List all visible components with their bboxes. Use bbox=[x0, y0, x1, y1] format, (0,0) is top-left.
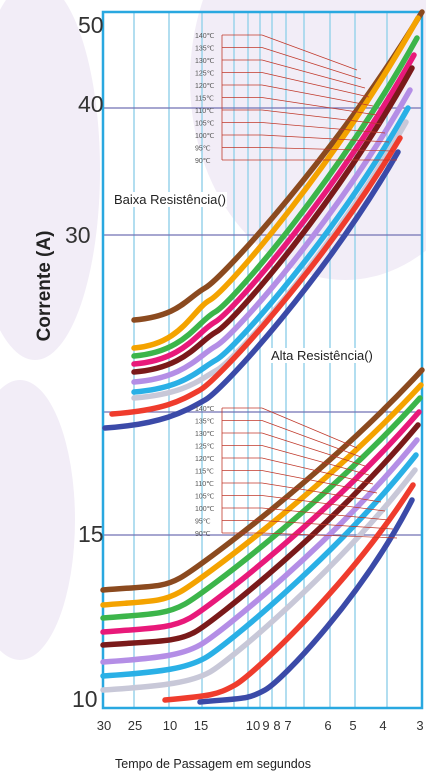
high-legend-leader bbox=[261, 470, 378, 494]
series-line-9 bbox=[197, 497, 415, 705]
series-line-3 bbox=[100, 409, 422, 635]
plot-frame bbox=[101, 10, 424, 710]
low-resistance-label: Baixa Resistência() bbox=[113, 192, 227, 207]
series-line-4 bbox=[131, 65, 415, 375]
low-legend-leader bbox=[261, 97, 378, 116]
high-legend-label: 135℃ bbox=[195, 419, 215, 426]
x-axis-title: Tempo de Passagem em segundos bbox=[115, 757, 311, 771]
high-legend-leader bbox=[261, 532, 398, 539]
high-legend-label: 130℃ bbox=[195, 431, 215, 438]
low-legend-leader bbox=[261, 34, 358, 71]
series-line-8 bbox=[162, 482, 416, 703]
high-legend-label: 95℃ bbox=[195, 519, 211, 526]
y-axis-title: Corrente (A) bbox=[34, 230, 55, 342]
series-line-1 bbox=[131, 15, 421, 351]
x-tick-25: 25 bbox=[127, 718, 143, 733]
high-legend-leader bbox=[261, 420, 362, 458]
low-legend-leader bbox=[261, 134, 390, 143]
x-tick-4: 4 bbox=[379, 718, 387, 733]
series-line-5 bbox=[100, 437, 420, 665]
high-legend-leader bbox=[261, 457, 374, 485]
high-legend-label: 125℃ bbox=[195, 444, 215, 451]
series-line-9 bbox=[102, 149, 401, 431]
low-legend-label: 140℃ bbox=[195, 33, 215, 40]
series-line-1 bbox=[100, 382, 424, 608]
low-legend-label: 125℃ bbox=[195, 71, 215, 78]
y-tick-30: 30 bbox=[65, 222, 91, 248]
low-legend-label: 90℃ bbox=[195, 158, 211, 165]
high-legend-label: 115℃ bbox=[195, 469, 214, 476]
x-tick-6: 6 bbox=[324, 718, 332, 733]
series-line-0 bbox=[131, 9, 425, 323]
high-legend-label: 140℃ bbox=[195, 406, 215, 413]
high-legend-leader bbox=[261, 507, 390, 521]
low-legend-label: 105℃ bbox=[195, 121, 215, 128]
low-legend-leader bbox=[261, 47, 362, 80]
x-tick-10b: 10 bbox=[245, 718, 261, 733]
series-line-8 bbox=[109, 135, 403, 417]
x-tick-8: 8 bbox=[273, 718, 281, 733]
y-tick-10: 10 bbox=[72, 686, 98, 712]
series-line-6 bbox=[131, 105, 411, 395]
low-legend-label: 135℃ bbox=[195, 46, 215, 53]
series-line-6 bbox=[100, 452, 419, 679]
low-legend-leader bbox=[261, 147, 394, 152]
series-line-4 bbox=[100, 422, 421, 648]
low-legend-label: 130℃ bbox=[195, 58, 215, 65]
low-legend-label: 100℃ bbox=[195, 133, 215, 140]
high-legend-leader bbox=[261, 407, 358, 449]
y-tick-15: 15 bbox=[78, 521, 104, 547]
series-line-5 bbox=[131, 87, 413, 385]
high-legend-leader bbox=[261, 445, 370, 476]
series-line-2 bbox=[131, 35, 420, 359]
x-tick-5: 5 bbox=[349, 718, 357, 733]
x-tick-9: 9 bbox=[262, 718, 270, 733]
x-tick-15: 15 bbox=[193, 718, 209, 733]
low-legend-leader bbox=[261, 109, 382, 125]
low-legend-label: 115℃ bbox=[195, 96, 214, 103]
high-legend-leader bbox=[261, 432, 366, 467]
high-legend-label: 120℃ bbox=[195, 456, 215, 463]
high-legend-leader bbox=[261, 495, 386, 512]
low-legend-leader bbox=[261, 59, 366, 89]
x-tick-7: 7 bbox=[284, 718, 292, 733]
x-tick-3: 3 bbox=[416, 718, 424, 733]
high-legend-label: 105℃ bbox=[195, 494, 215, 501]
low-legend-leader bbox=[261, 72, 370, 98]
series-line-0 bbox=[100, 367, 425, 593]
y-tick-40: 40 bbox=[78, 91, 104, 117]
low-legend-label: 110℃ bbox=[195, 108, 214, 115]
low-legend-label: 120℃ bbox=[195, 83, 215, 90]
y-tick-50: 50 bbox=[78, 12, 104, 38]
high-legend-label: 90℃ bbox=[195, 531, 211, 538]
high-legend-leader bbox=[261, 482, 382, 503]
low-legend-label: 95℃ bbox=[195, 146, 211, 153]
low-legend-leader bbox=[261, 84, 374, 107]
x-tick-10a: 10 bbox=[162, 718, 178, 733]
high-resistance-label: Alta Resistência() bbox=[270, 348, 374, 363]
x-tick-30: 30 bbox=[96, 718, 112, 733]
series-line-7 bbox=[100, 467, 418, 693]
high-legend-label: 110℃ bbox=[195, 481, 214, 488]
high-legend-label: 100℃ bbox=[195, 506, 215, 513]
high-legend-leader bbox=[261, 520, 394, 530]
series-line-3 bbox=[131, 52, 417, 367]
low-legend-leader bbox=[261, 122, 386, 134]
